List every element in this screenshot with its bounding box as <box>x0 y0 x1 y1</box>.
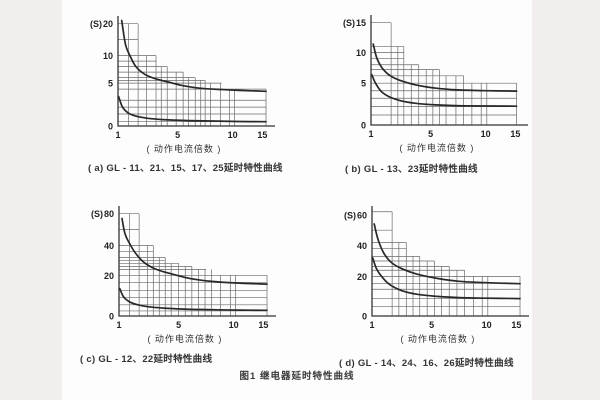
svg-text:10: 10 <box>481 129 491 139</box>
svg-text:0: 0 <box>108 122 113 132</box>
lower-limit-curve <box>117 95 267 123</box>
svg-text:15: 15 <box>511 320 521 330</box>
svg-text:5: 5 <box>176 320 181 330</box>
svg-text:60: 60 <box>357 210 367 220</box>
upper-limit-curve <box>373 223 521 285</box>
lower-limit-curve <box>371 257 521 300</box>
svg-text:15: 15 <box>510 129 520 139</box>
chart-d-caption: ( d) GL - 14、24、16、26延时特性曲线 <box>339 358 514 369</box>
chart-b-caption: ( b) GL - 13、23延时特性曲线 <box>345 164 478 175</box>
svg-text:5: 5 <box>428 129 433 139</box>
svg-text:(S): (S) <box>91 209 103 219</box>
lower-limit-curve <box>118 287 268 312</box>
chart-b: 0 5 10 15 (S) 1 5 10 15( 动作电流倍数 ) <box>335 9 560 159</box>
chart-c: 0 20 40 80 (S) 1 5 10 15( 动作电流倍数 ) <box>83 200 308 350</box>
svg-text:( 动作电流倍数 ): ( 动作电流倍数 ) <box>399 142 474 153</box>
svg-text:15: 15 <box>356 18 366 28</box>
svg-text:(S): (S) <box>344 210 356 220</box>
svg-text:0: 0 <box>361 121 366 131</box>
svg-text:10: 10 <box>356 48 366 58</box>
svg-text:40: 40 <box>104 241 114 251</box>
svg-text:5: 5 <box>108 79 113 89</box>
chart-d: 0 20 40 60 (S) 1 5 10 15( 动作电流倍数 ) <box>336 200 561 350</box>
svg-text:10: 10 <box>228 130 238 140</box>
svg-text:0: 0 <box>362 312 367 322</box>
svg-text:( 动作电流倍数 ): ( 动作电流倍数 ) <box>147 333 222 344</box>
svg-text:1: 1 <box>115 130 120 140</box>
svg-text:40: 40 <box>357 241 367 251</box>
svg-text:10: 10 <box>103 51 113 61</box>
lower-limit-curve <box>370 73 518 108</box>
svg-text:(S): (S) <box>343 18 355 28</box>
upper-limit-curve <box>121 217 268 285</box>
svg-text:20: 20 <box>104 271 114 281</box>
chart-a-caption: ( a) GL - 11、21、15、17、25延时特性曲线 <box>88 163 283 174</box>
svg-text:15: 15 <box>258 320 268 330</box>
svg-text:80: 80 <box>104 209 114 219</box>
chart-a: 0 5 10 20 (S) 1 5 10 15( 动作电流倍数 ) <box>82 10 307 160</box>
chart-c-caption: ( c) GL - 12、22延时特性曲线 <box>80 354 213 365</box>
svg-text:10: 10 <box>482 320 492 330</box>
svg-text:10: 10 <box>229 320 239 330</box>
figure-caption: 图1 继电器延时特性曲线 <box>239 371 355 382</box>
svg-text:15: 15 <box>257 130 267 140</box>
svg-text:( 动作电流倍数 ): ( 动作电流倍数 ) <box>146 143 221 154</box>
svg-text:1: 1 <box>369 320 374 330</box>
svg-text:5: 5 <box>429 320 434 330</box>
svg-text:0: 0 <box>109 312 114 322</box>
svg-text:20: 20 <box>357 272 367 282</box>
upper-limit-curve <box>120 19 267 93</box>
upper-limit-curve <box>372 43 518 92</box>
svg-text:(S): (S) <box>90 19 102 29</box>
svg-text:20: 20 <box>103 19 113 29</box>
svg-text:5: 5 <box>175 130 180 140</box>
document-page: 0 5 10 20 (S) 1 5 10 15( 动作电流倍数 ) 0 5 10 15 (S) 1 5 10 1… <box>62 0 532 400</box>
svg-text:1: 1 <box>368 129 373 139</box>
svg-text:1: 1 <box>116 320 121 330</box>
svg-text:5: 5 <box>361 79 366 89</box>
svg-text:( 动作电流倍数 ): ( 动作电流倍数 ) <box>400 333 475 344</box>
